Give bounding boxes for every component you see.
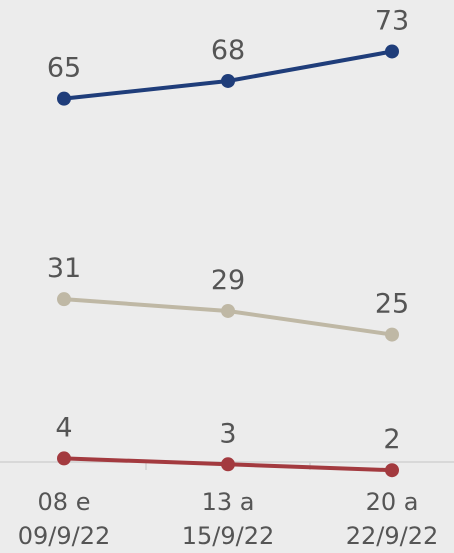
series-1-point-2 (221, 73, 235, 88)
x-tick-label-2-line-1: 13 a (202, 488, 255, 516)
series-1-point-1 (57, 91, 71, 106)
series-2-point-3 (385, 327, 399, 342)
series-1-point-3 (385, 44, 399, 59)
x-tick-labels: 08 e 09/9/22 13 a 15/9/22 20 a 22/9/22 (18, 488, 439, 550)
series-2-point-2 (221, 303, 235, 318)
series-2-point-1 (57, 292, 71, 307)
x-tick-label-1-line-2: 09/9/22 (18, 522, 111, 550)
series-3-data-label-1: 4 (55, 412, 72, 443)
series-2-data-label-1: 31 (47, 253, 81, 284)
series-1-data-label-1: 65 (47, 53, 81, 84)
x-tick-label-3-line-1: 20 a (366, 488, 419, 516)
data-label-layer: 65 68 73 31 29 25 4 3 2 (47, 5, 409, 455)
x-tick-label-1-line-1: 08 e (38, 488, 91, 516)
series-layer (57, 44, 399, 478)
series-3-point-2 (221, 457, 235, 472)
series-1-data-label-3: 73 (375, 5, 409, 36)
series-1-data-label-2: 68 (211, 35, 245, 66)
series-2-data-label-3: 25 (375, 289, 409, 320)
series-3-data-label-2: 3 (219, 418, 236, 449)
x-tick-label-2-line-2: 15/9/22 (182, 522, 275, 550)
series-3-point-3 (385, 463, 399, 478)
series-3-point-1 (57, 451, 71, 466)
x-tick-label-3-line-2: 22/9/22 (346, 522, 439, 550)
series-3-data-label-3: 2 (383, 424, 400, 455)
series-2-data-label-2: 29 (211, 265, 245, 296)
